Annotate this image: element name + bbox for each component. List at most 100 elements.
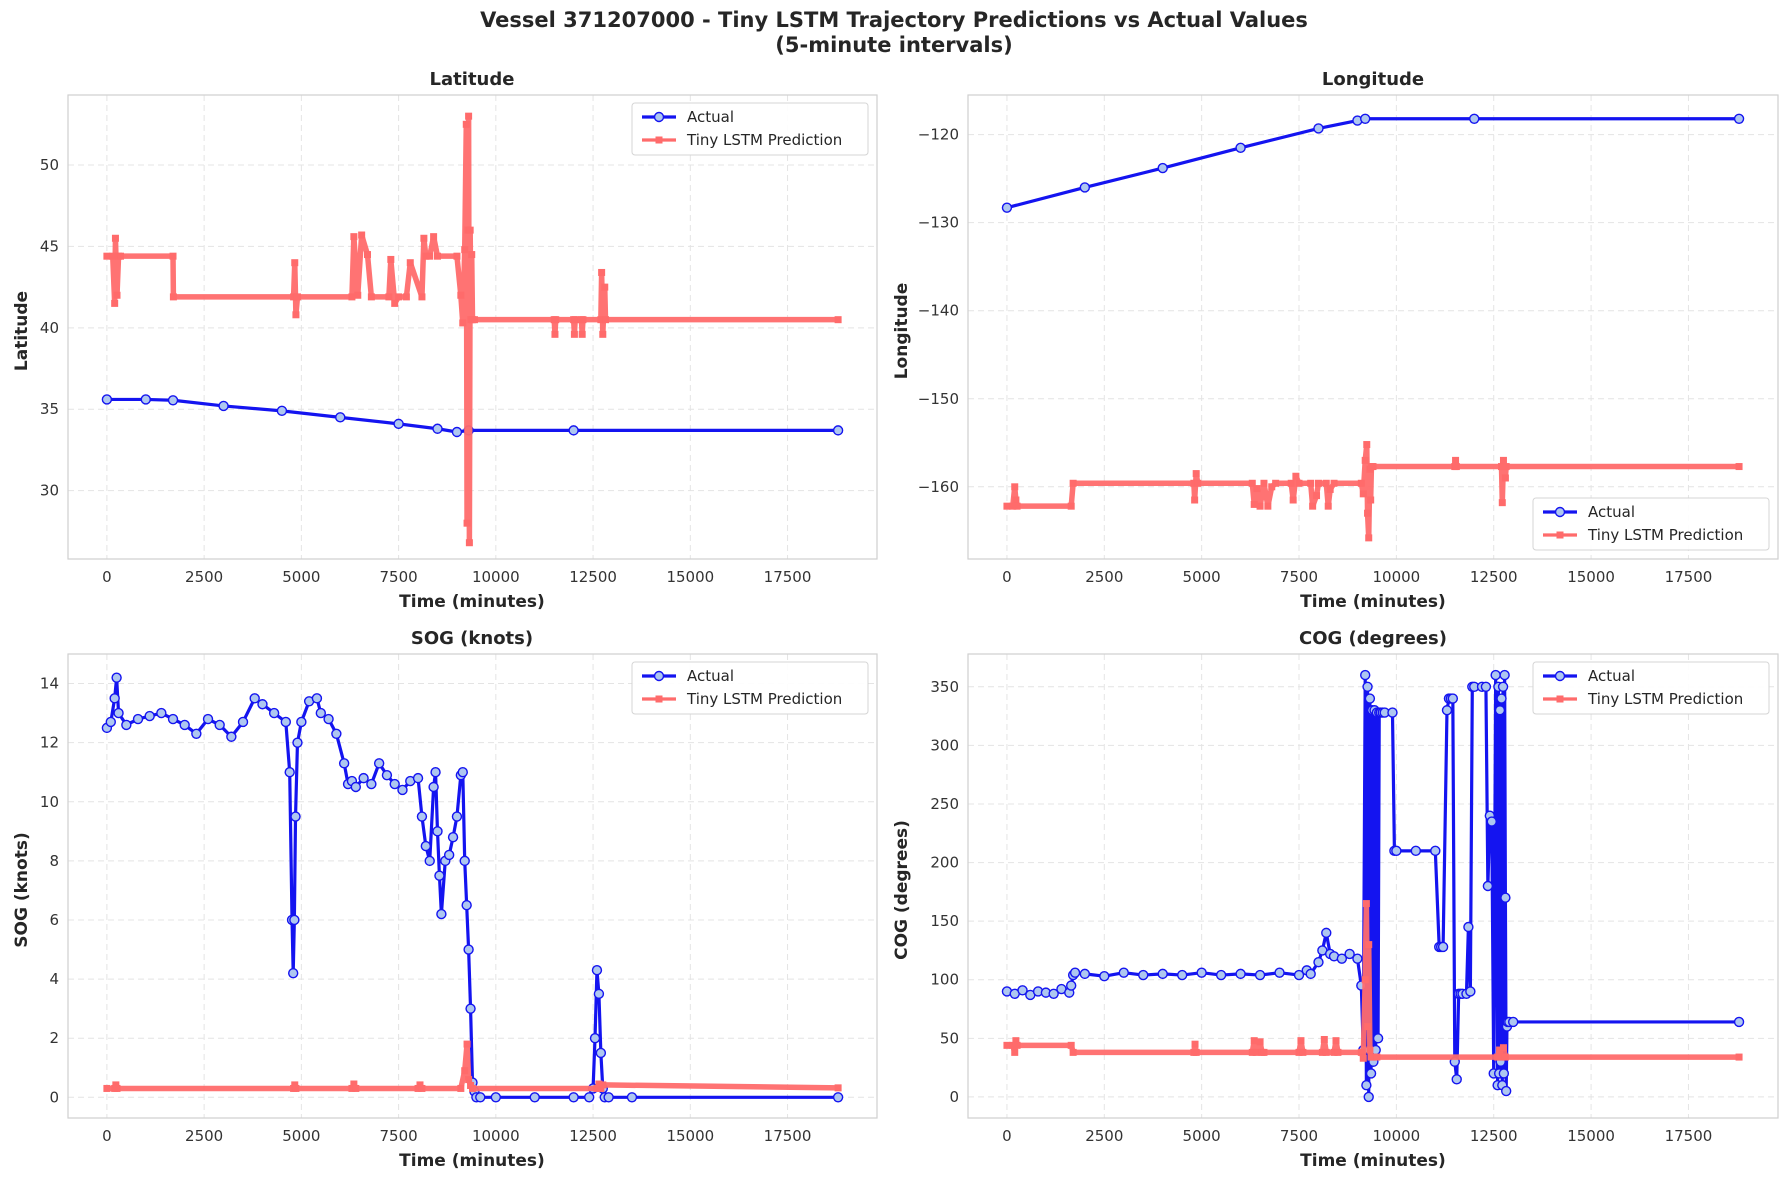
latitude-series-actual xyxy=(101,394,844,438)
latitude-actual-point xyxy=(568,425,579,436)
sog-actual-point xyxy=(428,781,439,793)
cog-prediction-point xyxy=(1499,1044,1507,1052)
longitude-prediction-point xyxy=(1192,470,1200,478)
cog-y-tick-label-1: 50 xyxy=(940,1029,959,1047)
cog-actual-point xyxy=(1321,927,1332,939)
longitude-prediction-point xyxy=(1326,485,1334,493)
longitude-prediction-point xyxy=(1003,502,1011,510)
sog-prediction-point xyxy=(352,1084,360,1092)
latitude-legend-label-actual: Actual xyxy=(687,108,734,126)
sog-y-tick-label-1: 2 xyxy=(49,1029,59,1047)
cog-legend-marker-actual xyxy=(1554,670,1566,682)
latitude-prediction-point xyxy=(111,299,119,307)
latitude-x-tick-label-1: 2500 xyxy=(185,568,223,586)
longitude-prediction-point xyxy=(1250,500,1258,508)
sog-actual-point xyxy=(292,737,303,748)
cog-legend: Actual Tiny LSTM Prediction xyxy=(1532,661,1770,715)
latitude-prediction-point xyxy=(117,252,125,260)
sog-prediction-point xyxy=(599,1081,607,1089)
sog-actual-point xyxy=(323,713,334,725)
cog-actual-point xyxy=(1447,693,1459,704)
longitude-x-tick-label-3: 7500 xyxy=(1280,568,1318,586)
longitude-prediction-point xyxy=(1357,479,1365,487)
cog-actual-point xyxy=(1069,967,1081,978)
cog-prediction-point xyxy=(1361,976,1369,984)
latitude-legend-label-prediction: Tiny LSTM Prediction xyxy=(686,131,842,149)
cog-y-tick-label-5: 250 xyxy=(930,795,959,813)
longitude-y-tick-label-4: −120 xyxy=(918,126,959,144)
sog-actual-point xyxy=(424,855,435,867)
longitude-prediction-point xyxy=(1452,463,1460,471)
sog-actual-point xyxy=(105,716,116,728)
cog-actual-point xyxy=(1387,707,1398,718)
latitude-prediction-point xyxy=(453,252,461,260)
latitude-x-axis-label: Time (minutes) xyxy=(399,592,545,612)
cog-prediction-point xyxy=(1191,1040,1199,1048)
latitude-prediction-point xyxy=(290,293,298,301)
sog-y-tick-label-6: 12 xyxy=(40,734,59,752)
longitude-prediction-point xyxy=(1309,502,1317,510)
sog-actual-point xyxy=(366,778,377,790)
longitude-legend-marker-prediction xyxy=(1556,531,1564,539)
sog-actual-point xyxy=(416,811,428,822)
latitude-prediction-point xyxy=(466,226,474,234)
cog-actual-point xyxy=(1157,968,1168,980)
cog-actual-point xyxy=(1733,1016,1745,1028)
latitude-prediction-point xyxy=(578,330,586,338)
latitude-prediction-point xyxy=(103,252,111,260)
sog-actual-point xyxy=(113,707,124,719)
cog-actual-point xyxy=(1451,1074,1462,1085)
longitude-prediction-point xyxy=(1367,496,1375,504)
longitude-prediction-point xyxy=(1313,492,1321,500)
cog-prediction-point xyxy=(1357,1048,1365,1056)
cog-actual-point xyxy=(1274,967,1285,978)
longitude-prediction-point xyxy=(1498,463,1506,471)
longitude-prediction-point xyxy=(1287,479,1295,487)
latitude-prediction-point xyxy=(387,255,395,263)
cog-actual-point xyxy=(1079,968,1091,980)
longitude-legend-label-prediction: Tiny LSTM Prediction xyxy=(1587,526,1743,544)
cog-legend-box xyxy=(1532,661,1770,715)
latitude-actual-point xyxy=(167,395,179,406)
cog-actual-point xyxy=(1361,1079,1372,1091)
latitude-prediction-point xyxy=(465,539,473,547)
longitude-legend-box xyxy=(1532,497,1770,551)
sog-panel: SOG (knots) Time (minutes) SOG (knots) 0… xyxy=(12,628,878,1171)
sog-actual-point xyxy=(144,710,155,722)
latitude-prediction-point xyxy=(420,234,428,242)
sog-prediction-point xyxy=(414,1084,422,1092)
latitude-prediction-point xyxy=(422,252,430,260)
longitude-x-axis-label: Time (minutes) xyxy=(1300,592,1446,612)
sog-prediction-point xyxy=(593,1084,601,1092)
longitude-prediction-point xyxy=(1011,483,1019,491)
sog-prediction-point xyxy=(291,1081,299,1089)
cog-y-axis-label: COG (degrees) xyxy=(892,820,912,960)
latitude-x-tick-label-5: 12500 xyxy=(569,568,617,586)
sog-actual-point xyxy=(490,1092,502,1103)
longitude-actual-point xyxy=(1001,202,1013,213)
latitude-y-tick-label-4: 50 xyxy=(40,156,59,174)
sog-actual-point xyxy=(191,728,202,739)
longitude-y-tick-label-1: −150 xyxy=(918,390,959,408)
latitude-series-prediction xyxy=(103,112,842,547)
cog-actual-point xyxy=(1235,968,1246,980)
cog-x-tick-label-7: 17500 xyxy=(1665,1127,1713,1145)
cog-prediction-point xyxy=(1330,1048,1338,1056)
longitude-prediction-point xyxy=(1364,509,1372,517)
latitude-x-tick-label-7: 17500 xyxy=(764,568,812,586)
sog-actual-point xyxy=(529,1092,540,1103)
sog-actual-point xyxy=(434,870,445,881)
sog-actual-point xyxy=(436,908,447,920)
longitude-prediction-line xyxy=(1004,441,1742,541)
longitude-x-tick-label-2: 5000 xyxy=(1183,568,1221,586)
latitude-prediction-point xyxy=(570,330,578,338)
cog-prediction-point xyxy=(1295,1048,1303,1056)
latitude-actual-point xyxy=(432,423,443,434)
latitude-prediction-point xyxy=(292,311,300,319)
latitude-prediction-point xyxy=(457,291,465,299)
sog-actual-point xyxy=(447,832,459,843)
cog-actual-point xyxy=(1441,705,1453,716)
cog-series-actual xyxy=(1001,669,1745,1103)
latitude-prediction-point xyxy=(601,283,609,291)
cog-actual-point xyxy=(1498,1068,1510,1079)
